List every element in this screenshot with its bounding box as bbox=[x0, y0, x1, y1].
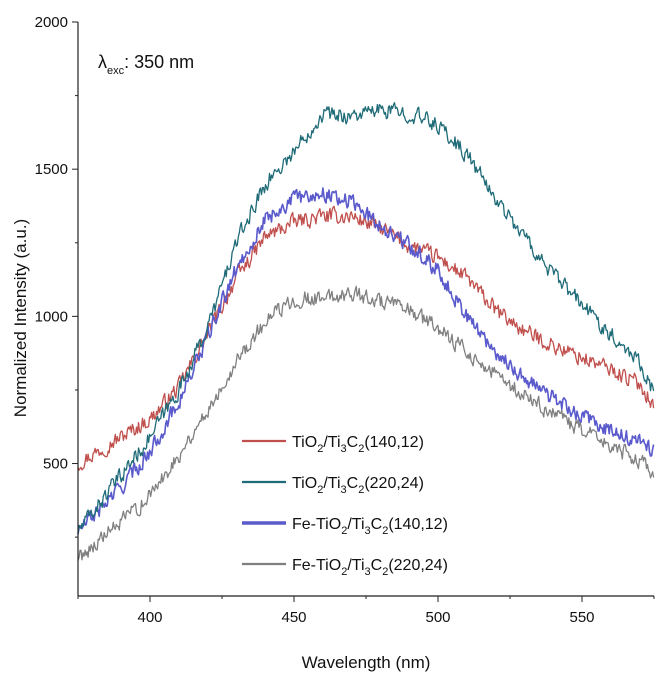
series-line-1 bbox=[77, 205, 655, 471]
lambda-symbol: λ bbox=[98, 52, 107, 72]
series-line-4 bbox=[77, 285, 655, 561]
x-tick-label: 500 bbox=[425, 609, 450, 626]
x-tick-label: 550 bbox=[569, 609, 594, 626]
series-line-3 bbox=[77, 187, 655, 535]
lambda-subscript: exc bbox=[107, 65, 125, 77]
ticks-layer: 400 450 500 550 500 1000 1500 2000 bbox=[35, 14, 655, 626]
x-axis-label: Wavelength (nm) bbox=[302, 653, 431, 672]
y-axis-label: Normalized Intensity (a.u.) bbox=[11, 219, 30, 417]
excitation-annotation: λexc: 350 nm bbox=[98, 52, 194, 77]
legend-label-1: TiO2/Ti3C2(140,12) bbox=[292, 434, 424, 455]
legend-label-4: Fe-TiO2/Ti3C2(220,24) bbox=[292, 557, 448, 578]
y-tick-label: 1500 bbox=[35, 161, 68, 178]
legend-label-3: Fe-TiO2/Ti3C2(140,12) bbox=[292, 516, 448, 537]
x-tick-label: 450 bbox=[281, 609, 306, 626]
excitation-wavelength: : 350 nm bbox=[124, 52, 194, 72]
legend: TiO2/Ti3C2(140,12) TiO2/Ti3C2(220,24) Fe-T… bbox=[242, 434, 448, 578]
y-tick-label: 2000 bbox=[35, 14, 68, 31]
series-line-2 bbox=[77, 102, 655, 535]
legend-label-2: TiO2/Ti3C2(220,24) bbox=[292, 475, 424, 496]
x-tick-label: 400 bbox=[137, 609, 162, 626]
y-tick-label: 1000 bbox=[35, 308, 68, 325]
series-layer bbox=[77, 102, 655, 561]
y-tick-label: 500 bbox=[43, 456, 68, 473]
